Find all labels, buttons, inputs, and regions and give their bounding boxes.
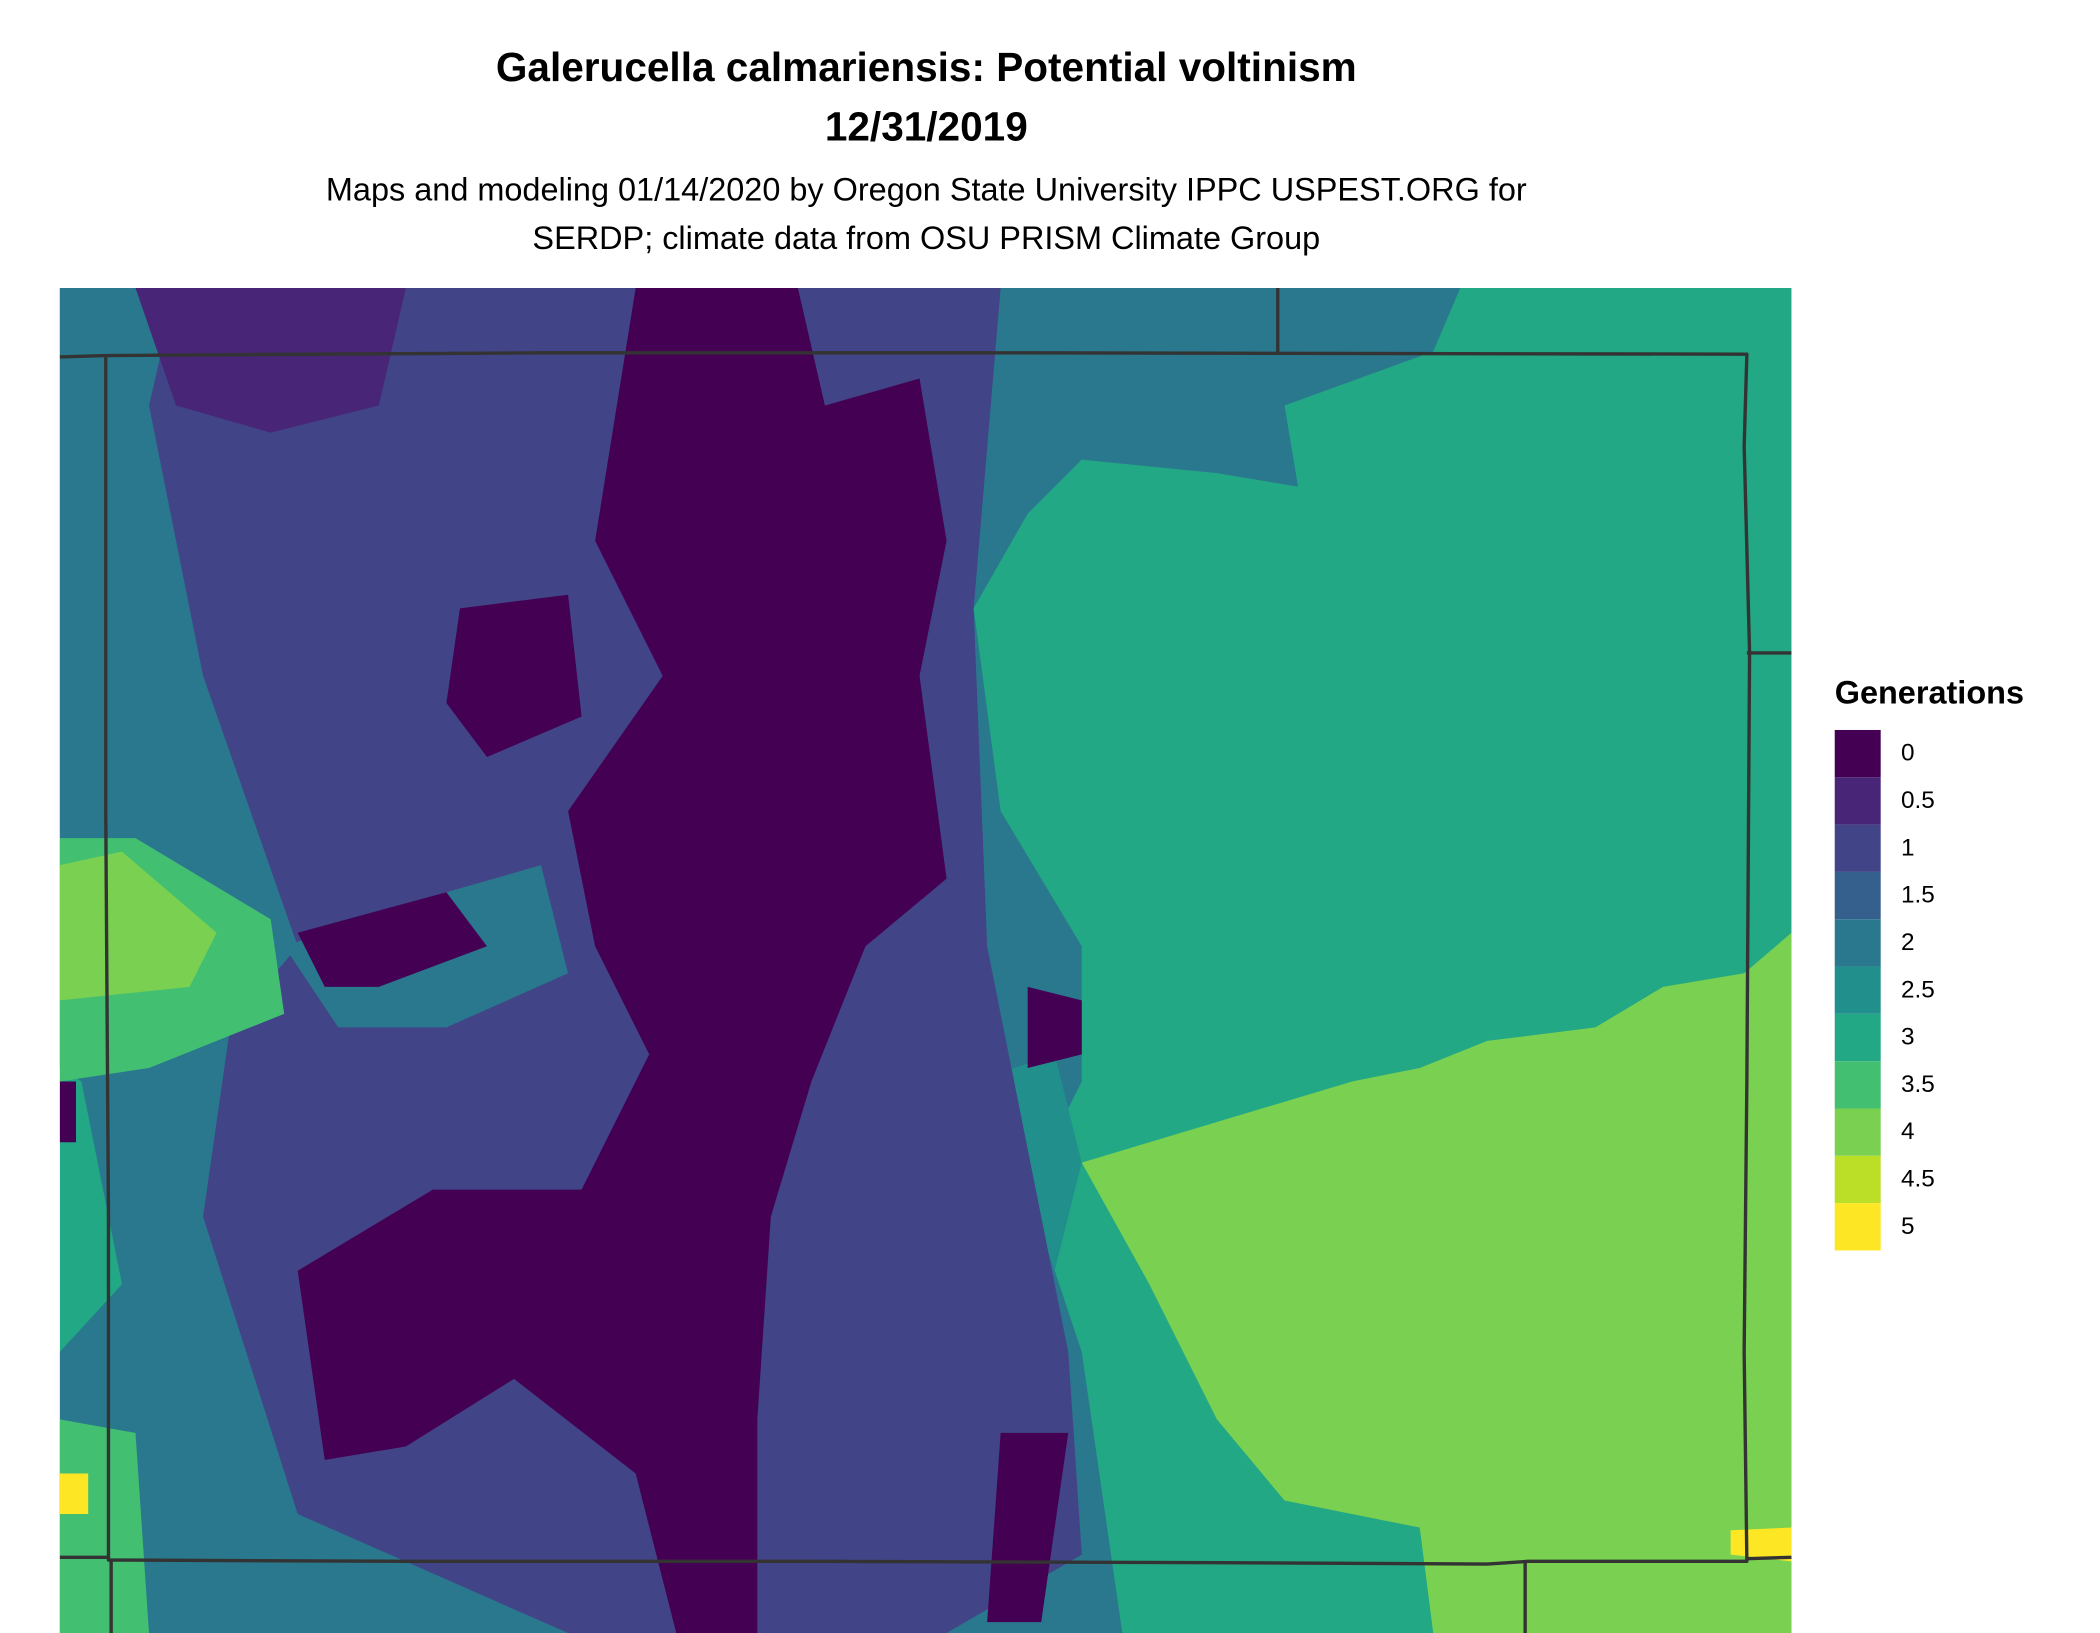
legend-label: 5	[1901, 1213, 1915, 1240]
generation-region	[987, 1432, 1069, 1623]
legend-swatch	[1834, 1061, 1881, 1109]
legend-label: 2.5	[1901, 976, 1935, 1003]
legend-swatch	[1834, 1013, 1881, 1062]
legend-label: 3	[1901, 1024, 1915, 1051]
legend-swatch	[1834, 1155, 1881, 1204]
state-borders	[59, 287, 1792, 1633]
map-title: Galerucella calmariensis: Potential volt…	[496, 44, 1357, 90]
legend-label: 0	[1901, 740, 1915, 767]
map-date: 12/31/2019	[825, 103, 1028, 149]
legend-label: 2	[1901, 929, 1915, 956]
legend-swatch	[1834, 966, 1881, 1014]
legend-swatch	[1834, 729, 1881, 778]
subtitle-line: Maps and modeling 01/14/2020 by Oregon S…	[326, 172, 1527, 208]
legend-label: 1.5	[1901, 882, 1935, 909]
legend-swatch	[1834, 1203, 1881, 1251]
legend-swatch	[1834, 777, 1881, 825]
legend: 0 0.5 1 1.5 2 2.5 3 3.5 4 4.5 5	[1834, 729, 1935, 1251]
generation-region	[135, 287, 406, 433]
generation-region	[59, 1419, 150, 1633]
legend-label: 4.5	[1901, 1166, 1935, 1193]
county-line	[59, 287, 1792, 1633]
generation-region	[1081, 932, 1792, 1633]
legend-swatch	[1834, 1108, 1881, 1156]
legend-title: Generations	[1835, 674, 2024, 710]
generation-region	[59, 1473, 89, 1515]
subtitle-line: SERDP; climate data from OSU PRISM Clima…	[532, 220, 1320, 256]
legend-label: 4	[1901, 1118, 1915, 1145]
generation-region	[446, 594, 582, 758]
generation-region	[59, 1081, 77, 1143]
generation-region	[1027, 986, 1082, 1068]
raster-map	[59, 287, 1792, 1633]
state-outline	[104, 351, 1752, 1566]
generation-region	[59, 851, 217, 1001]
legend-swatch	[1834, 824, 1881, 872]
legend-swatch	[1834, 919, 1881, 967]
legend-label: 0.5	[1901, 787, 1935, 814]
legend-label: 3.5	[1901, 1071, 1935, 1098]
generation-region	[297, 892, 487, 987]
legend-swatch	[1834, 871, 1881, 920]
generation-region	[297, 287, 947, 1633]
legend-label: 1	[1901, 834, 1915, 861]
